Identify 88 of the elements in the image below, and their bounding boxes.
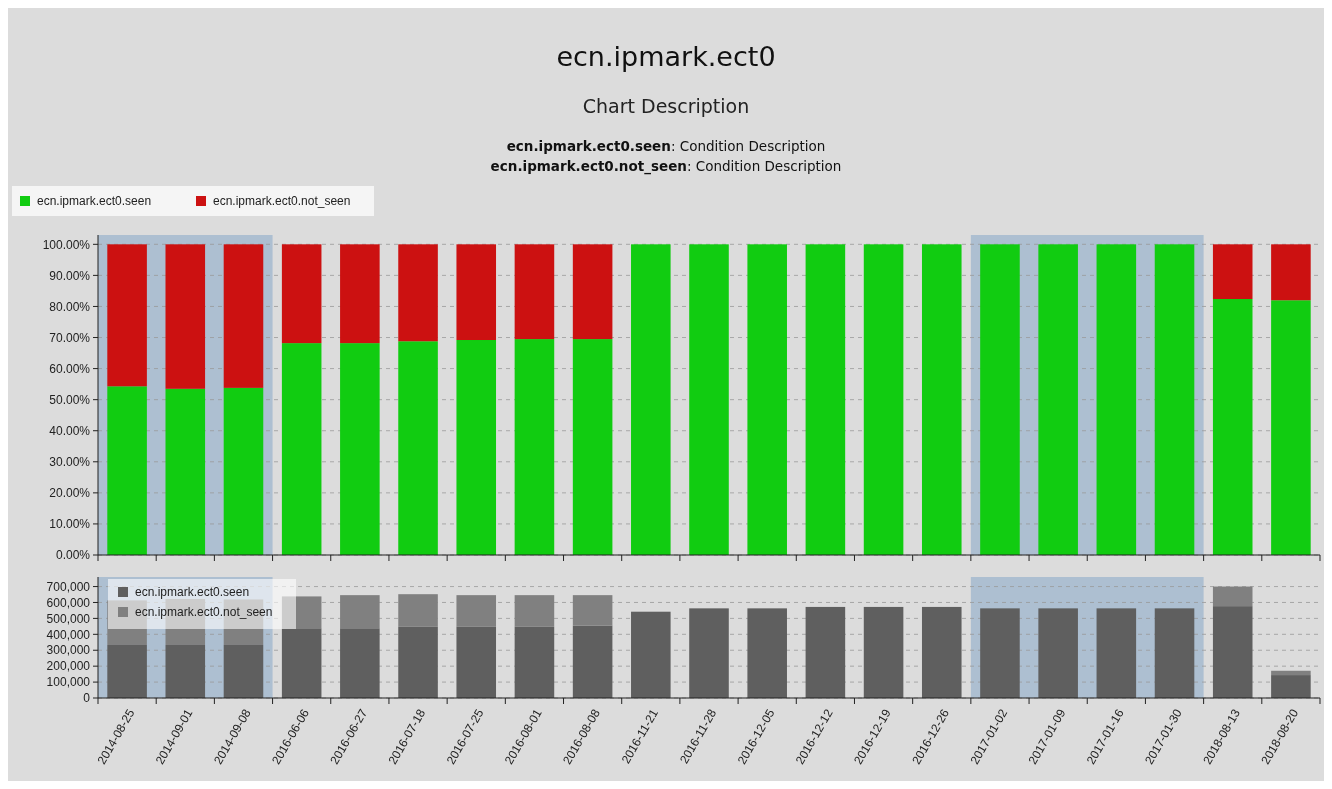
bar xyxy=(572,244,613,340)
bar xyxy=(980,608,1020,698)
bar xyxy=(1038,608,1078,698)
bar xyxy=(398,244,438,342)
y-tick-label: 90.00% xyxy=(49,268,91,283)
bar xyxy=(107,386,147,555)
bar xyxy=(689,608,729,698)
bar xyxy=(980,244,1020,555)
bar xyxy=(1212,299,1253,555)
y-tick-label: 50.00% xyxy=(49,392,91,407)
y-tick-label: 600,000 xyxy=(46,595,91,610)
bar xyxy=(456,595,497,627)
y-tick-label: 70.00% xyxy=(49,330,91,345)
bar xyxy=(631,611,671,698)
chart-title: ecn.ipmark.ect0 xyxy=(556,41,776,72)
y-tick-label: 200,000 xyxy=(46,659,91,674)
bar xyxy=(165,244,206,389)
bar xyxy=(340,628,380,698)
bar xyxy=(1271,670,1311,676)
y-tick-label: 300,000 xyxy=(46,643,91,658)
legend-label: ecn.ipmark.ect0.seen xyxy=(37,194,152,208)
y-tick-label: 60.00% xyxy=(49,361,91,376)
y-tick-label: 10.00% xyxy=(49,517,91,532)
bar xyxy=(863,606,904,698)
bar xyxy=(631,244,671,555)
bar xyxy=(165,388,206,555)
bar xyxy=(340,595,380,629)
bar xyxy=(398,594,438,627)
bar xyxy=(921,244,962,555)
y-tick-label: 30.00% xyxy=(49,455,91,469)
bar xyxy=(921,606,962,698)
y-tick-label: 80.00% xyxy=(49,299,91,314)
bar xyxy=(514,244,555,340)
text: ecn.ipmark.ect0.seen: Condition Description xyxy=(506,138,826,154)
y-tick-label: 0 xyxy=(83,691,91,706)
legend-label: ecn.ipmark.ect0.seen xyxy=(135,585,250,599)
bar xyxy=(456,626,497,698)
y-tick-label: 100.00% xyxy=(42,237,91,252)
y-tick-label: 20.00% xyxy=(49,486,91,501)
bar xyxy=(1038,244,1078,555)
bar xyxy=(747,608,787,698)
y-tick-label: 500,000 xyxy=(46,611,91,626)
bar xyxy=(456,340,497,555)
bar xyxy=(340,244,380,344)
bar xyxy=(1154,608,1195,698)
bar xyxy=(107,644,147,698)
bar xyxy=(1096,608,1137,698)
bar xyxy=(1271,244,1311,301)
bar xyxy=(1271,675,1311,698)
bar xyxy=(281,596,322,629)
bar xyxy=(340,343,380,555)
y-tick-label: 100,000 xyxy=(46,675,91,690)
y-tick-label: 400,000 xyxy=(46,627,91,642)
bar xyxy=(572,625,613,698)
bar xyxy=(805,606,846,698)
bar xyxy=(1212,244,1253,299)
bar xyxy=(747,244,787,555)
y-tick-label: 0.00% xyxy=(55,548,91,563)
bar xyxy=(165,644,206,698)
bar xyxy=(223,644,264,698)
bar xyxy=(572,339,613,555)
bar xyxy=(456,244,497,341)
bar xyxy=(805,244,846,555)
bar xyxy=(863,244,904,555)
legend-label: ecn.ipmark.ect0.not_seen xyxy=(135,605,273,619)
bar xyxy=(398,341,438,555)
bar xyxy=(1212,606,1253,698)
bar xyxy=(398,626,438,698)
y-tick-label: 40.00% xyxy=(49,423,91,438)
bar xyxy=(514,339,555,555)
bar xyxy=(281,343,322,555)
bar xyxy=(107,244,147,387)
bar xyxy=(514,626,555,698)
bar xyxy=(281,244,322,344)
bar xyxy=(223,387,264,555)
bar xyxy=(1271,300,1311,555)
text: ecn.ipmark.ect0.not_seen: Condition Description xyxy=(490,158,842,175)
bar xyxy=(1154,244,1195,555)
y-tick-label: 700,000 xyxy=(46,579,91,594)
bar xyxy=(572,595,613,626)
bar xyxy=(514,595,555,627)
bar xyxy=(1096,244,1137,555)
bar xyxy=(689,244,729,555)
legend-label: ecn.ipmark.ect0.not_seen xyxy=(213,194,351,208)
bar xyxy=(1212,586,1253,607)
bar xyxy=(223,244,264,388)
chart-subtitle: Chart Description xyxy=(582,95,750,117)
bar xyxy=(281,628,322,698)
